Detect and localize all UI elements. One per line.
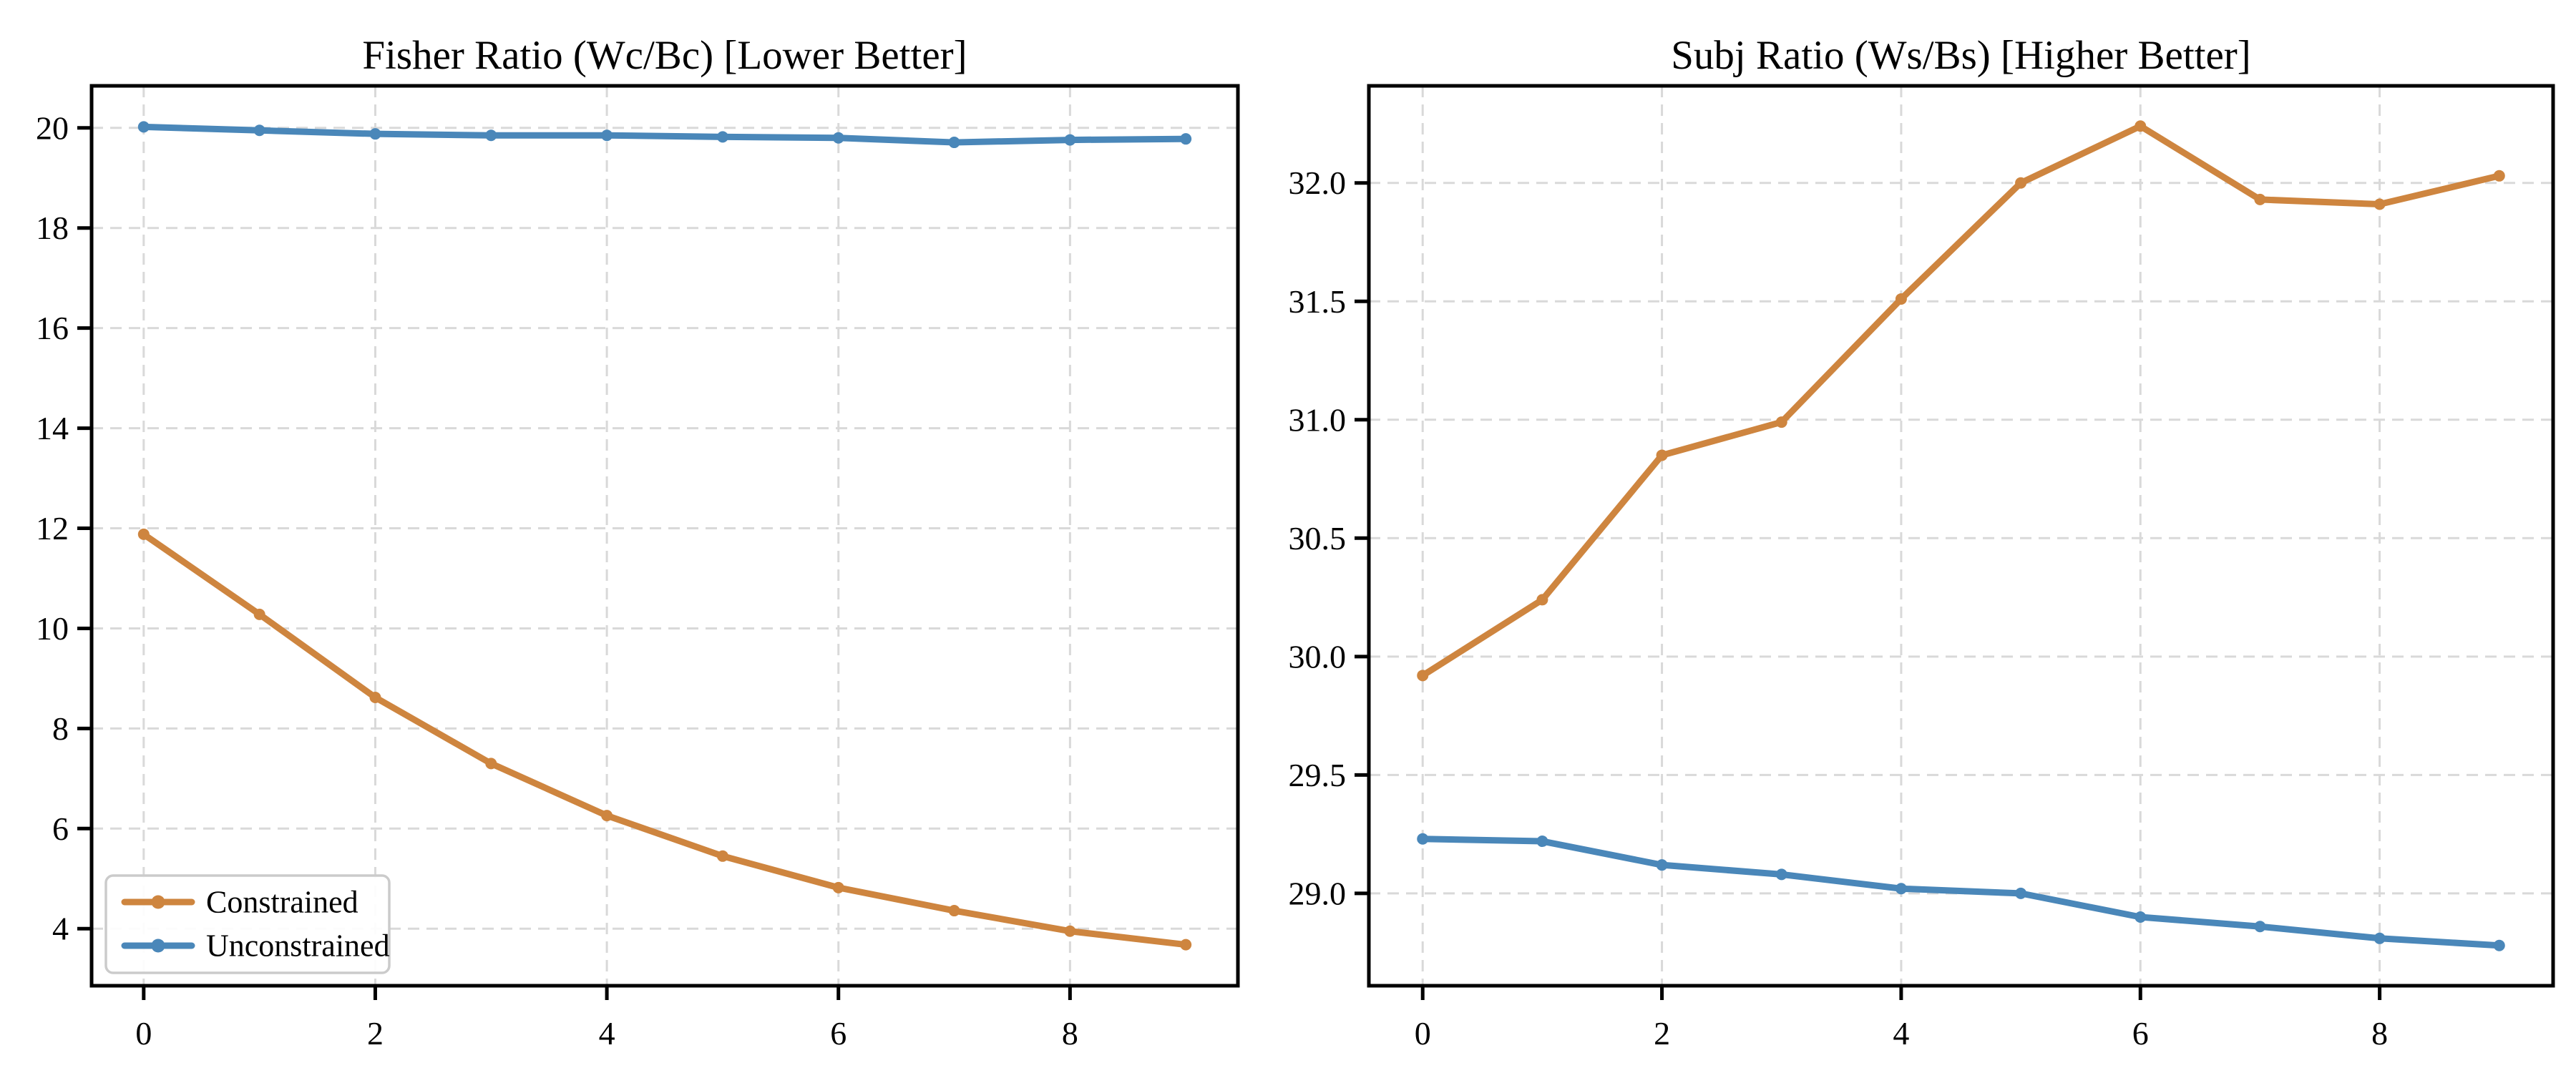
x-tick-label: 6 [830, 1015, 847, 1052]
chart-canvas: 4 6 8 10 12 14 16 18 20 0 2 4 6 8 Fisher Ratio (Wc/Bc)… [36, 33, 1240, 1052]
data-point [1656, 449, 1668, 461]
plot-area [92, 86, 1238, 986]
data-point [948, 905, 960, 917]
legend: Constrained Unconstrained [104, 874, 391, 974]
data-point [2493, 170, 2505, 182]
series-line-unconstrained [1419, 836, 2503, 949]
axes-frame [89, 84, 1240, 988]
x-tick-label: 8 [2371, 1015, 2388, 1052]
y-tick-label: 18 [36, 210, 69, 246]
data-point [485, 758, 497, 770]
y-tick-label: 6 [52, 810, 69, 847]
subj-ratio-chart: 29.0 29.5 30.0 30.5 31.0 31.5 32.0 0 2 4 6 8 Subj Ra… [1288, 0, 2576, 1073]
data-point [1895, 293, 1907, 305]
legend-label: Constrained [206, 885, 358, 920]
data-point [2015, 887, 2027, 899]
data-point [1775, 868, 1787, 881]
x-tick-label: 8 [1062, 1015, 1078, 1052]
x-tick-label: 4 [599, 1015, 615, 1052]
data-point [2254, 921, 2266, 933]
data-point [1180, 133, 1192, 145]
data-point [716, 850, 728, 862]
data-point [2373, 932, 2386, 944]
series-line-unconstrained [140, 123, 1189, 146]
y-tick-label: 29.0 [1289, 875, 1347, 911]
series-markers-constrained [1417, 120, 2505, 682]
data-point [369, 128, 381, 140]
data-point [253, 124, 265, 137]
tick-labels: 4 6 8 10 12 14 16 18 20 0 2 4 6 8 [36, 109, 1078, 1052]
series-line-constrained [1419, 122, 2503, 679]
series-markers-constrained [137, 528, 1192, 951]
data-point [601, 129, 613, 142]
x-tick-label: 4 [1893, 1015, 1909, 1052]
y-tick-label: 14 [36, 410, 69, 446]
y-tick-label: 30.0 [1289, 638, 1347, 675]
y-tick-label: 16 [36, 310, 69, 346]
legend-sample-marker [151, 895, 165, 909]
data-point [2135, 911, 2147, 923]
data-point [2015, 177, 2027, 189]
y-tick-label: 20 [36, 109, 69, 146]
y-tick-label: 31.0 [1289, 401, 1347, 438]
y-tick-label: 32.0 [1289, 165, 1347, 201]
data-point [716, 131, 728, 143]
data-point [1656, 859, 1668, 871]
y-tick-label: 10 [36, 610, 69, 647]
y-tick-label: 12 [36, 510, 69, 547]
series-markers-unconstrained [137, 121, 1192, 149]
y-tick-label: 31.5 [1289, 283, 1347, 320]
data-point [485, 129, 497, 142]
legend-label: Unconstrained [206, 929, 390, 964]
x-tick-label: 0 [1415, 1015, 1431, 1052]
data-point [1536, 836, 1548, 848]
data-point [601, 810, 613, 822]
y-tick-label: 8 [52, 710, 69, 747]
data-point [137, 528, 150, 540]
data-point [137, 121, 150, 133]
data-point [2254, 193, 2266, 205]
axes-frame [1367, 84, 2555, 988]
chart-title: Subj Ratio (Ws/Bs) [Higher Better] [1671, 33, 2251, 78]
data-point [1417, 670, 1429, 682]
series-markers-unconstrained [1417, 833, 2505, 951]
data-point [1180, 939, 1192, 951]
data-point [2373, 198, 2386, 210]
data-point [253, 608, 265, 620]
data-point [2493, 939, 2505, 951]
data-point [1775, 416, 1787, 428]
chart-canvas: 29.0 29.5 30.0 30.5 31.0 31.5 32.0 0 2 4 6 8 Subj Ra… [1289, 33, 2555, 1052]
data-point [369, 691, 381, 703]
data-point [2135, 120, 2147, 132]
data-point [1895, 883, 1907, 895]
fisher-ratio-chart: 4 6 8 10 12 14 16 18 20 0 2 4 6 8 Fisher Ratio (Wc/Bc)… [36, 33, 1240, 1052]
data-point [1064, 925, 1076, 937]
tick-marks [77, 126, 1072, 1000]
data-point [948, 137, 960, 149]
data-point [1064, 134, 1076, 146]
x-tick-label: 2 [367, 1015, 384, 1052]
series-line-constrained [140, 531, 1189, 949]
gridlines [1369, 86, 2553, 986]
data-point [832, 132, 844, 144]
data-point [1536, 594, 1548, 606]
data-point [1417, 833, 1429, 845]
x-tick-label: 6 [2132, 1015, 2149, 1052]
y-tick-label: 29.5 [1289, 757, 1347, 793]
tick-labels: 29.0 29.5 30.0 30.5 31.0 31.5 32.0 0 2 4 6 8 [1289, 165, 2389, 1052]
tick-marks [1355, 181, 2382, 1000]
x-tick-label: 0 [135, 1015, 152, 1052]
y-tick-label: 30.5 [1289, 520, 1347, 557]
legend-sample-marker [151, 939, 165, 953]
x-tick-label: 2 [1654, 1015, 1670, 1052]
y-tick-label: 4 [52, 911, 69, 947]
plot-area [1369, 86, 2553, 986]
chart-title: Fisher Ratio (Wc/Bc) [Lower Better] [362, 33, 967, 78]
data-point [832, 881, 844, 893]
